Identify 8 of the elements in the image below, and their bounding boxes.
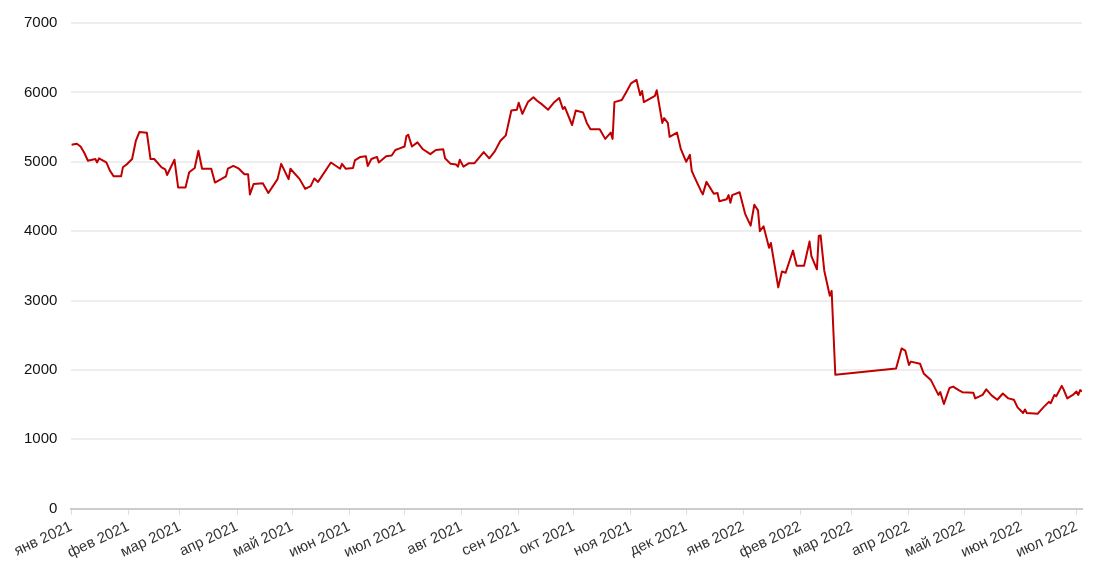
y-tick-label: 2000	[23, 360, 58, 378]
y-tick-label: 0	[49, 498, 58, 516]
y-tick-label: 3000	[23, 290, 58, 308]
y-tick-label: 5000	[23, 151, 58, 169]
y-tick-label: 7000	[23, 13, 58, 31]
y-tick-label: 6000	[23, 82, 58, 100]
y-tick-label: 1000	[23, 429, 58, 447]
y-tick-label: 4000	[23, 221, 58, 239]
